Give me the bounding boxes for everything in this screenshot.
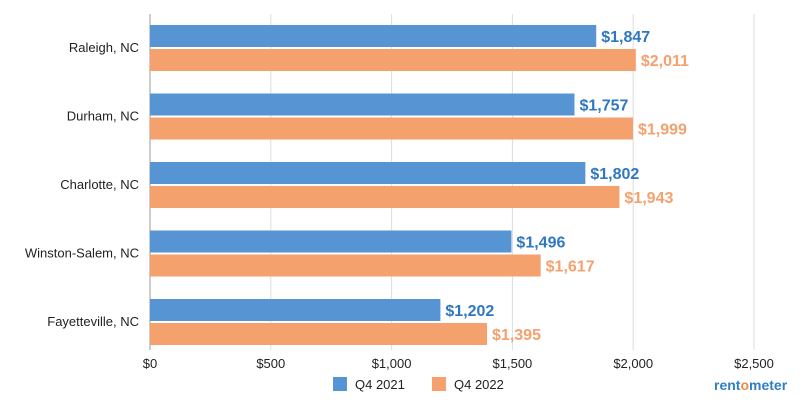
x-tick-label: $500 <box>256 356 285 371</box>
legend-swatch-q4-2022 <box>432 377 446 391</box>
x-tick-label: $0 <box>143 356 157 371</box>
legend: Q4 2021 Q4 2022 <box>333 377 504 392</box>
legend-label-q4-2021: Q4 2021 <box>355 377 405 392</box>
x-tick-label: $1,000 <box>372 356 412 371</box>
x-tick-label: $2,500 <box>734 356 774 371</box>
category-label: Fayetteville, NC <box>47 314 139 329</box>
data-label: $1,202 <box>445 303 494 320</box>
data-label: $1,802 <box>590 166 639 183</box>
rentometer-logo: rentometer <box>714 377 788 393</box>
bar-q4-2022 <box>150 49 636 71</box>
category-label: Raleigh, NC <box>69 40 139 55</box>
category-label: Winston-Salem, NC <box>25 246 139 261</box>
bar-q4-2021 <box>150 93 575 116</box>
bar-q4-2021 <box>150 162 586 184</box>
category-labels: Raleigh, NC Durham, NC Charlotte, NC Winsto… <box>25 40 139 329</box>
data-label: $1,943 <box>624 190 673 207</box>
x-axis-ticks: $0 $500 $1,000 $1,500 $2,000 $2,500 <box>143 356 774 371</box>
legend-swatch-q4-2021 <box>333 377 347 391</box>
x-tick-label: $1,500 <box>493 356 533 371</box>
category-label: Durham, NC <box>67 109 139 124</box>
bar-q4-2021 <box>150 299 441 321</box>
data-label: $2,011 <box>641 53 689 70</box>
data-label: $1,395 <box>492 327 541 344</box>
data-label: $1,999 <box>638 122 687 139</box>
bar-q4-2021 <box>150 230 512 253</box>
bars: $1,847 $2,011 $1,757 $1,999 $1,802 $1,943 $1,4… <box>150 25 689 345</box>
data-label: $1,617 <box>546 259 595 276</box>
x-tick-label: $2,000 <box>613 356 653 371</box>
bar-q4-2021 <box>150 25 597 47</box>
category-label: Charlotte, NC <box>60 177 139 192</box>
data-label: $1,847 <box>601 29 650 46</box>
data-label: $1,757 <box>579 98 628 115</box>
bar-q4-2022 <box>150 323 488 345</box>
bar-q4-2022 <box>150 186 620 208</box>
legend-label-q4-2022: Q4 2022 <box>454 377 504 392</box>
bar-q4-2022 <box>150 254 541 277</box>
data-label: $1,496 <box>516 235 565 252</box>
bar-q4-2022 <box>150 117 633 140</box>
